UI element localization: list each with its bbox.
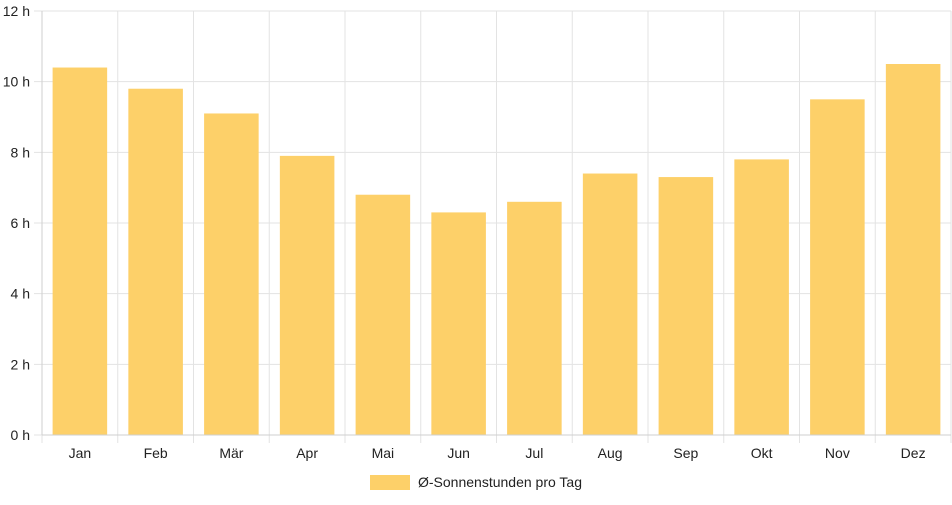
axes: 0 h 2 h 4 h 6 h 8 h 10 h 12 h Jan Feb Mär Apr Mai Ju… bbox=[3, 3, 951, 461]
bar-okt[interactable] bbox=[734, 159, 789, 435]
bar-jun[interactable] bbox=[431, 212, 486, 435]
x-tick-label: Mär bbox=[219, 445, 243, 461]
bar-jan[interactable] bbox=[52, 67, 108, 436]
bar-feb[interactable] bbox=[128, 88, 183, 435]
y-tick-label: 8 h bbox=[11, 144, 30, 160]
y-tick-label: 0 h bbox=[11, 427, 30, 443]
y-tick-label: 12 h bbox=[3, 3, 30, 19]
bar-mär[interactable] bbox=[204, 113, 259, 435]
x-tick-label: Mai bbox=[372, 445, 395, 461]
y-tick-label: 4 h bbox=[11, 286, 30, 302]
bar-dez[interactable] bbox=[885, 64, 941, 435]
legend-swatch[interactable] bbox=[370, 475, 410, 490]
x-tick-label: Apr bbox=[296, 445, 318, 461]
y-tick-label: 6 h bbox=[11, 215, 30, 231]
bar-apr[interactable] bbox=[279, 155, 335, 435]
legend[interactable]: Ø-Sonnenstunden pro Tag bbox=[370, 474, 582, 490]
y-tick-label: 2 h bbox=[11, 356, 30, 372]
x-tick-label: Sep bbox=[673, 445, 698, 461]
bar-jul[interactable] bbox=[507, 201, 562, 435]
bar-aug[interactable] bbox=[582, 173, 638, 436]
bar-nov[interactable] bbox=[810, 99, 865, 435]
x-tick-label: Jun bbox=[447, 445, 470, 461]
x-tick-label: Feb bbox=[144, 445, 168, 461]
bar-sep[interactable] bbox=[658, 177, 714, 436]
legend-label[interactable]: Ø-Sonnenstunden pro Tag bbox=[418, 474, 582, 490]
x-tick-label: Aug bbox=[598, 445, 623, 461]
x-tick-label: Okt bbox=[751, 445, 773, 461]
bar-mai[interactable] bbox=[355, 194, 411, 435]
x-tick-label: Dez bbox=[901, 445, 926, 461]
grid bbox=[34, 10, 952, 443]
x-tick-label: Jul bbox=[525, 445, 543, 461]
y-tick-label: 10 h bbox=[3, 74, 30, 90]
bars bbox=[52, 64, 941, 436]
x-tick-label: Nov bbox=[825, 445, 850, 461]
x-tick-label: Jan bbox=[69, 445, 92, 461]
